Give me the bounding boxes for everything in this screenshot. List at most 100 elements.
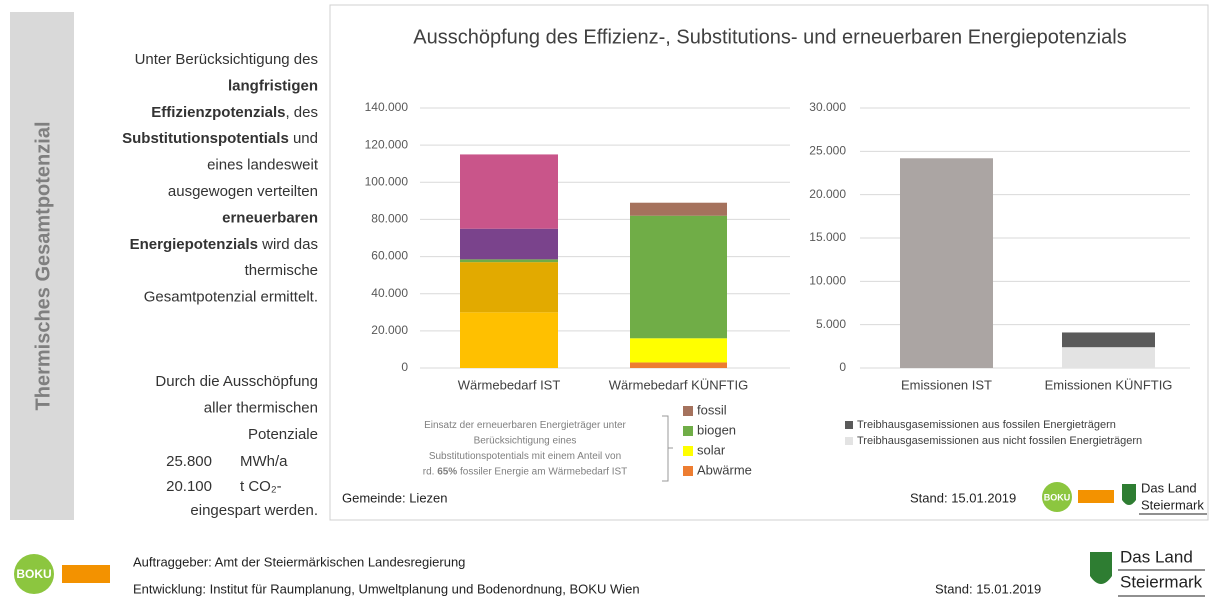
chart-title: Ausschöpfung des Effizienz-, Substitutio…: [413, 26, 1126, 48]
crest: [1122, 484, 1136, 505]
bar-segment: [630, 362, 727, 368]
date: Stand: 15.01.2019: [910, 490, 1016, 505]
text-segment: langfristigen: [228, 77, 318, 94]
intro-line: Gesamtpotenzial ermittelt.: [144, 289, 318, 306]
annotation-line: Substitutionspotentials mit einem Anteil…: [429, 451, 621, 462]
y-tick-label: 0: [401, 360, 408, 374]
savings-closing: eingespart werden.: [190, 502, 318, 519]
savings-line: aller thermischen: [204, 399, 318, 416]
intro-line: thermische: [245, 262, 318, 279]
boku-logo: [1042, 482, 1072, 512]
y-tick-label: 80.000: [371, 212, 408, 226]
savings-value: 20.100: [166, 478, 212, 495]
boku-logo-text: BOKU: [1044, 492, 1071, 502]
intro-line: langfristigen: [228, 77, 318, 94]
land-logo: Steiermark: [1120, 572, 1203, 591]
bar-segment: [630, 338, 727, 363]
y-tick-label: 20.000: [371, 323, 408, 337]
text-segment: Berücksichtigung eines: [474, 435, 577, 446]
text-segment: Unter Berücksichtigung des: [135, 51, 318, 68]
text-segment: Energiepotenzials: [130, 236, 258, 253]
bar-segment: [460, 312, 558, 368]
bar-segment: [1062, 332, 1155, 348]
legend-label: fossil: [697, 402, 727, 417]
text-segment: fossiler Energie am Wärmebedarf IST: [457, 466, 627, 477]
legend-swatch: [845, 421, 853, 429]
bracket: [662, 415, 673, 482]
intro-line: Effizienzpotenzials, des: [151, 104, 318, 121]
text-segment: erneuerbaren: [222, 209, 318, 226]
y-tick-label: 120.000: [365, 137, 409, 151]
y-tick-label: 100.000: [365, 174, 409, 188]
savings-unit: t CO₂-: [240, 478, 282, 495]
text-segment: Effizienzpotenzials: [151, 104, 285, 121]
y-tick-label: 60.000: [371, 249, 408, 263]
legend-swatch: [845, 437, 853, 445]
boku-logo-text: BOKU: [16, 567, 51, 581]
annotation-line: Berücksichtigung eines: [474, 435, 577, 446]
y-tick-label: 20.000: [809, 187, 846, 201]
y-tick-label: 25.000: [809, 144, 846, 158]
text-segment: thermische: [245, 262, 318, 279]
bar-segment: [460, 228, 558, 260]
legend-label: Abwärme: [697, 462, 752, 477]
y-tick-label: 40.000: [371, 286, 408, 300]
legend-label: Treibhausgasemissionen aus nicht fossile…: [857, 435, 1142, 447]
developer: Entwicklung: Institut für Raumplanung, U…: [133, 581, 640, 596]
text-segment: ausgewogen verteilten: [168, 183, 318, 200]
legend-swatch: [683, 446, 693, 456]
savings-value: 25.800: [166, 453, 212, 470]
bar-segment: [460, 262, 558, 313]
y-tick-label: 140.000: [365, 100, 409, 114]
bar-segment: [630, 215, 727, 339]
y-tick-label: 0: [839, 360, 846, 374]
annotation-line: Einsatz der erneuerbaren Energieträger u…: [424, 420, 626, 431]
legend-label: Treibhausgasemissionen aus fossilen Ener…: [857, 419, 1116, 431]
text-segment: und: [289, 130, 318, 147]
savings-unit: MWh/a: [240, 453, 288, 470]
intro-line: Unter Berücksichtigung des: [135, 51, 318, 68]
rali-logo: [1078, 490, 1114, 503]
rali-logo: [62, 565, 110, 583]
text-segment: Gesamtpotenzial ermittelt.: [144, 289, 318, 306]
legend-label: biogen: [697, 422, 736, 437]
land-logo: Das Land: [1141, 480, 1197, 495]
text-segment: rd.: [423, 466, 437, 477]
bar-segment: [1062, 347, 1155, 368]
text-segment: Einsatz der erneuerbaren Energieträger u…: [424, 420, 626, 431]
date: Stand: 15.01.2019: [935, 581, 1041, 596]
intro-line: Substitutionspotentials und: [122, 130, 318, 147]
intro-line: Energiepotenzials wird das: [130, 236, 318, 253]
y-tick-label: 15.000: [809, 230, 846, 244]
x-tick-label: Emissionen IST: [901, 377, 992, 392]
crest: [1090, 552, 1112, 584]
sidebar-title: Thermisches Gesamtpotenzial: [32, 122, 54, 411]
legend-swatch: [683, 466, 693, 476]
sidebar: [10, 12, 74, 520]
text-segment: wird das: [258, 236, 318, 253]
savings-line: Durch die Ausschöpfung: [155, 373, 318, 390]
intro-line: eines landesweit: [207, 157, 319, 174]
land-logo: Steiermark: [1141, 497, 1204, 512]
legend-label: solar: [697, 442, 726, 457]
boku-logo: [14, 554, 54, 594]
annotation-line: rd. 65% fossiler Energie am Wärmebedarf …: [423, 466, 628, 477]
legend-swatch: [683, 406, 693, 416]
intro-line: ausgewogen verteilten: [168, 183, 318, 200]
land-logo: Das Land: [1120, 547, 1193, 566]
bar-segment: [460, 259, 558, 263]
text-segment: , des: [285, 104, 318, 121]
municipality: Gemeinde: Liezen: [342, 490, 448, 505]
bar-segment: [630, 202, 727, 216]
text-segment: Substitutionspotentials mit einem Anteil…: [429, 451, 621, 462]
savings-line: Potenziale: [248, 426, 318, 443]
x-tick-label: Wärmebedarf IST: [458, 377, 561, 392]
intro-line: erneuerbaren: [222, 209, 318, 226]
bar-segment: [900, 158, 993, 368]
text-segment: eines landesweit: [207, 157, 319, 174]
text-segment: Substitutionspotentials: [122, 130, 289, 147]
y-tick-label: 30.000: [809, 100, 846, 114]
x-tick-label: Emissionen KÜNFTIG: [1045, 377, 1173, 392]
y-tick-label: 10.000: [809, 274, 846, 288]
